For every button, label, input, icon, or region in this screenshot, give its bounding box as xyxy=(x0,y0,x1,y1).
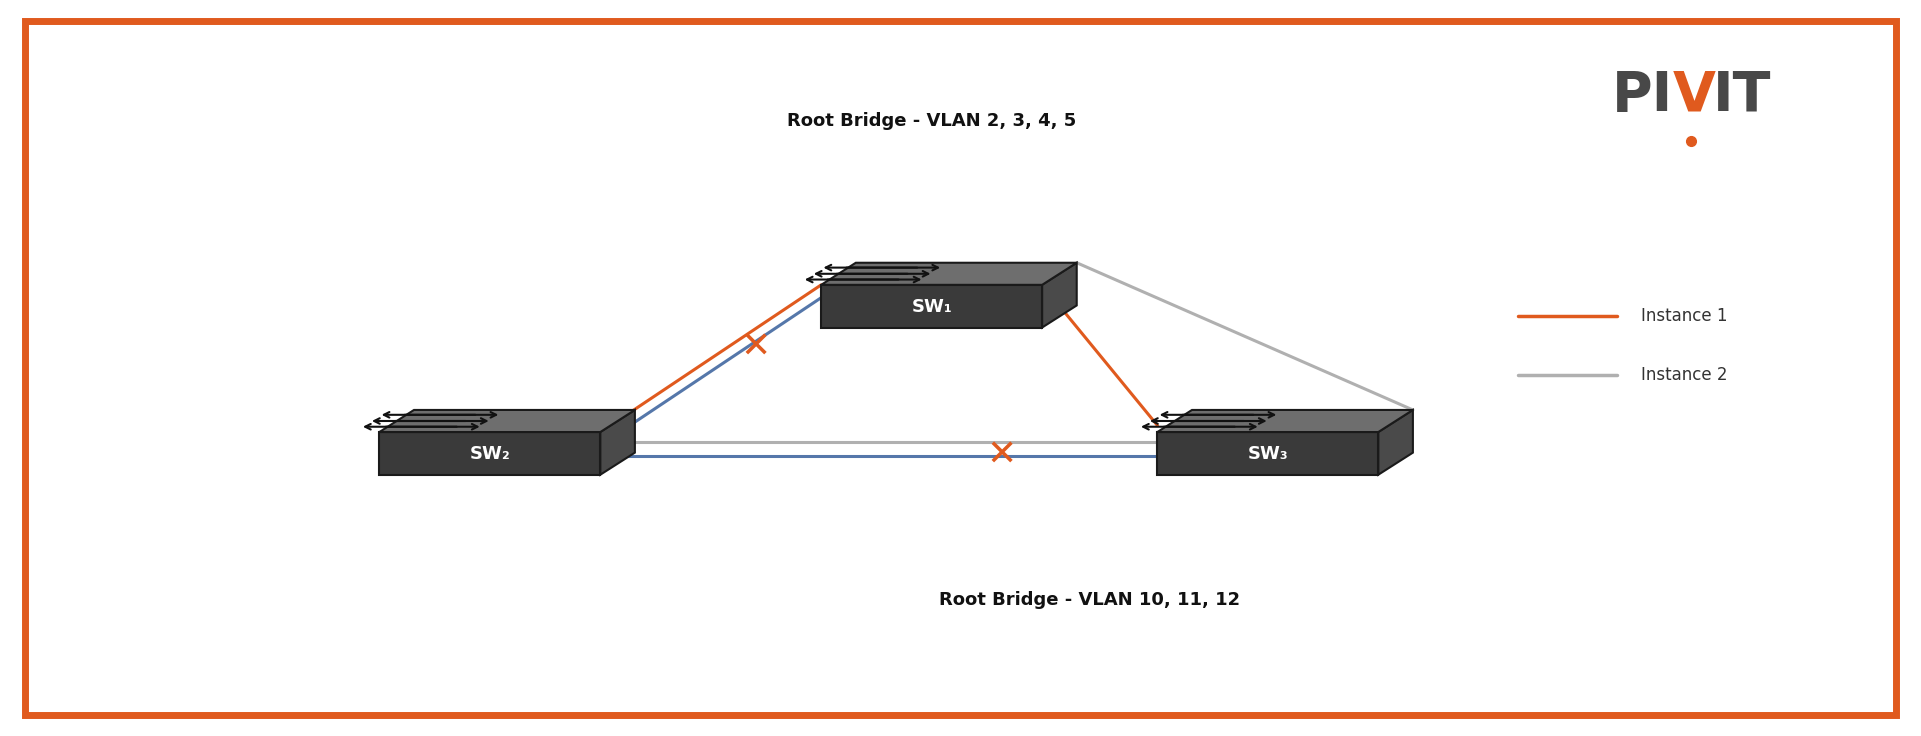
Polygon shape xyxy=(1379,410,1414,475)
Text: Instance 1: Instance 1 xyxy=(1641,308,1727,325)
Polygon shape xyxy=(599,410,634,475)
Bar xyxy=(822,285,1041,328)
Text: Instance 2: Instance 2 xyxy=(1641,367,1727,384)
Polygon shape xyxy=(380,410,634,432)
Text: Root Bridge - VLAN 10, 11, 12: Root Bridge - VLAN 10, 11, 12 xyxy=(939,591,1239,609)
Text: SW₃: SW₃ xyxy=(1247,445,1289,463)
Polygon shape xyxy=(1041,263,1076,328)
Text: Root Bridge - VLAN 2, 3, 4, 5: Root Bridge - VLAN 2, 3, 4, 5 xyxy=(788,113,1076,130)
Text: ✕: ✕ xyxy=(985,439,1016,473)
Text: SW₂: SW₂ xyxy=(469,445,511,463)
Text: PI: PI xyxy=(1612,68,1673,123)
Text: IT: IT xyxy=(1714,68,1771,123)
Polygon shape xyxy=(1156,410,1414,432)
Text: ✕: ✕ xyxy=(742,330,770,364)
Text: SW₁: SW₁ xyxy=(911,298,953,316)
Polygon shape xyxy=(822,263,1076,285)
Bar xyxy=(380,432,599,475)
Text: V: V xyxy=(1673,68,1715,123)
Bar xyxy=(1156,432,1379,475)
